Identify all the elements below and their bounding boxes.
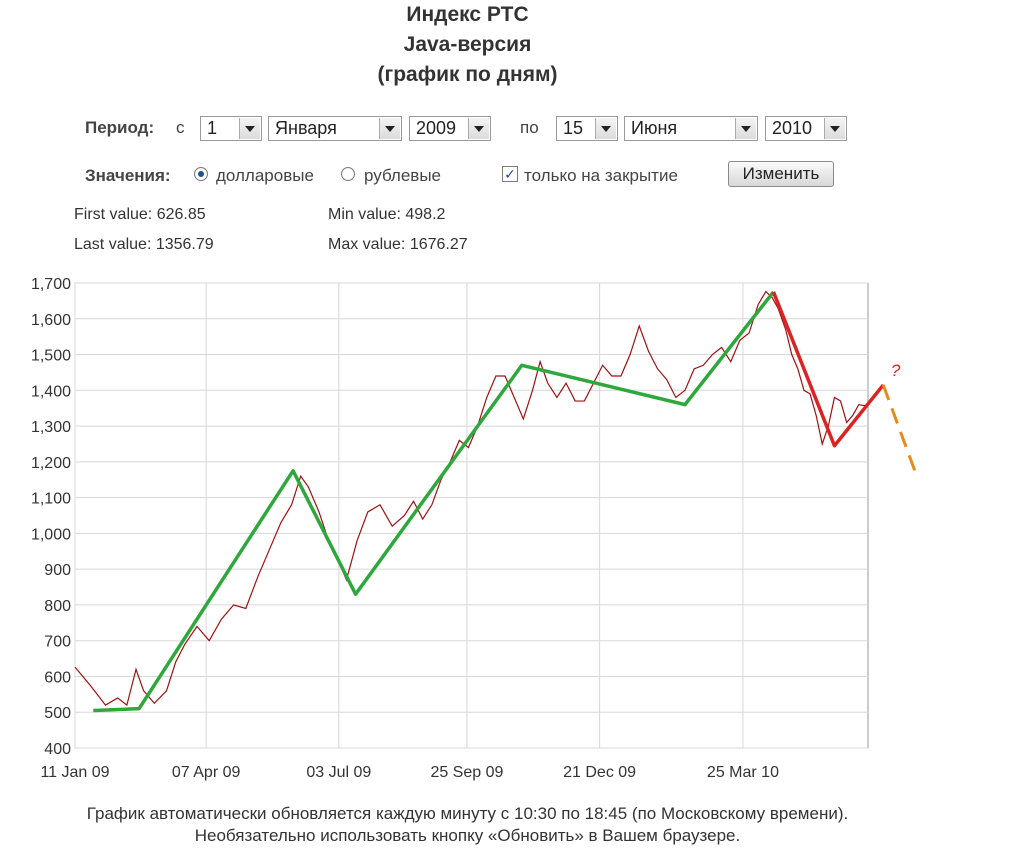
y-tick-label: 1,300 [31,419,71,436]
x-tick-label: 07 Apr 09 [172,764,241,781]
x-tick-label: 11 Jan 09 [40,764,109,781]
y-tick-label: 1,400 [31,383,71,400]
plot-area [74,282,869,749]
close-only-checkbox[interactable]: ✓ [502,166,518,182]
footer-note-1: График автоматически обновляется каждую … [86,804,849,823]
from-year-value: 2009 [416,118,457,138]
chevron-down-icon [595,118,616,139]
x-tick-label: 21 Dec 09 [563,764,636,781]
y-tick-label: 1,600 [31,312,71,329]
radio-dollar-label[interactable]: долларовые [216,166,314,185]
x-tick-label: 03 Jul 09 [306,764,371,781]
radio-ruble-label[interactable]: рублевые [364,166,442,185]
values-label: Значения: [85,166,171,185]
footer-note-2: Необязательно использовать кнопку «Обнов… [194,826,741,845]
x-tick-label: 25 Sep 09 [430,764,503,781]
change-button[interactable]: Изменить [728,161,834,187]
y-tick-label: 800 [44,598,71,615]
page-subtitle: Java-версия [403,33,532,56]
from-day-value: 1 [207,118,218,138]
chevron-down-icon [735,118,756,139]
radio-ruble[interactable] [341,167,355,181]
to-year-value: 2010 [772,118,813,138]
y-tick-label: 1,500 [31,348,71,365]
question-mark-annotation: ? [891,361,901,380]
x-tick-label: 25 Mar 10 [707,764,779,781]
y-tick-label: 500 [44,705,71,722]
from-month-value: Января [275,118,337,138]
y-tick-label: 1,100 [31,491,71,508]
last-value: Last value: 1356.79 [74,236,214,253]
y-tick-label: 1,700 [31,276,71,293]
period-label: Период: [85,118,155,137]
y-tick-label: 400 [44,741,71,758]
forecast-dashed-orange-annotation [881,384,919,477]
page-subtitle-period: (график по дням) [377,63,558,86]
chevron-down-icon [379,118,400,139]
to-day-value: 15 [563,118,584,138]
y-tick-label: 600 [44,669,71,686]
to-month-select[interactable]: Июня [624,116,758,141]
from-day-select[interactable]: 1 [200,116,262,141]
trend-down-red-annotation [771,291,885,448]
page-title: Индекс РТС [406,3,529,26]
radio-dollar[interactable] [194,167,208,181]
max-value: Max value: 1676.27 [328,236,468,253]
from-year-select[interactable]: 2009 [409,116,491,141]
y-tick-label: 1,200 [31,455,71,472]
to-month-value: Июня [631,118,678,138]
y-tick-label: 1,000 [31,526,71,543]
rts-index-chart: 400 500 600 700 800 900 1,000 1,100 1,200 1,300 1,… [31,276,919,781]
to-day-select[interactable]: 15 [556,116,618,141]
close-only-label[interactable]: только на закрытие [524,166,678,185]
min-value: Min value: 498.2 [328,206,446,223]
series-line [74,290,866,707]
from-month-select[interactable]: Января [268,116,402,141]
y-tick-label: 700 [44,634,71,651]
to-year-select[interactable]: 2010 [765,116,847,141]
trend-up-green-annotation [93,290,775,713]
period-to-label: по [520,118,539,137]
chevron-down-icon [824,118,845,139]
y-tick-label: 900 [44,562,71,579]
chevron-down-icon [468,118,489,139]
first-value: First value: 626.85 [74,206,206,223]
chevron-down-icon [239,118,260,139]
period-from-label: с [176,118,185,137]
